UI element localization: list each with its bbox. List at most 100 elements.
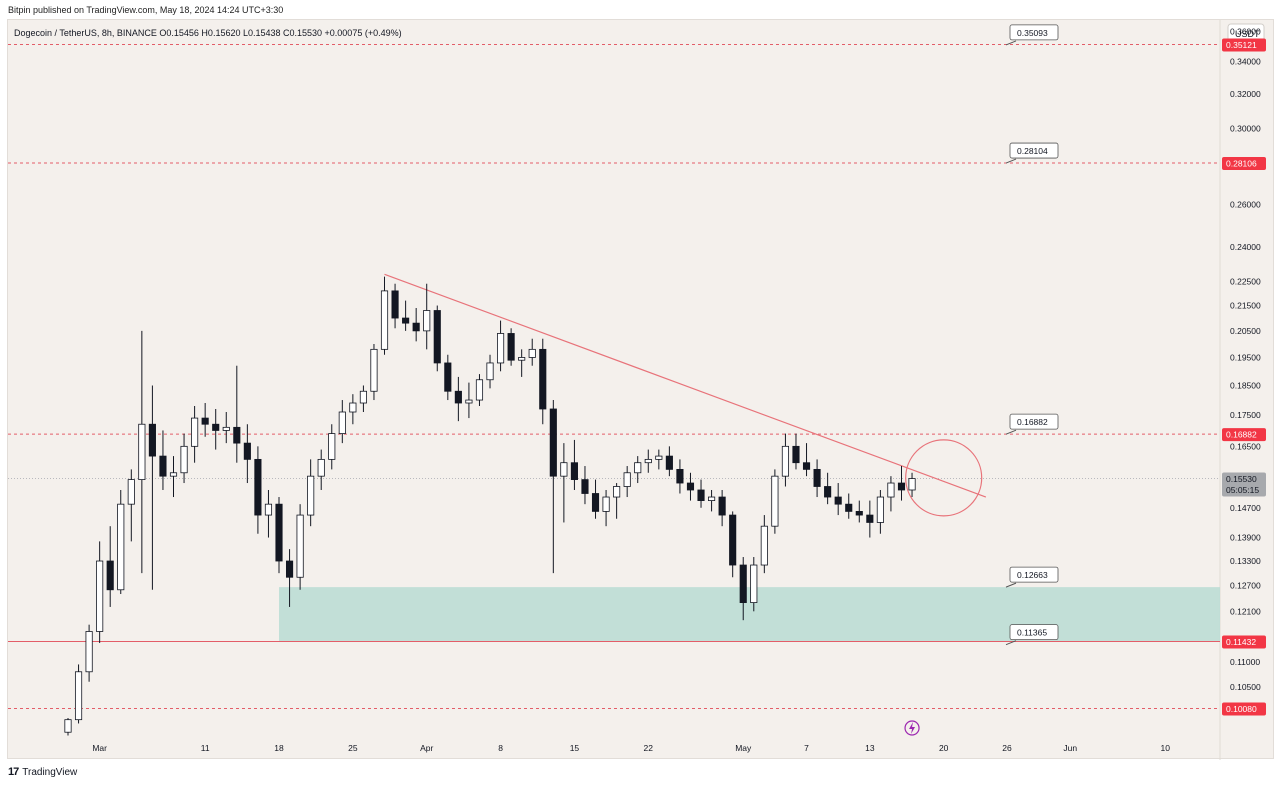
price-level-badge-label: 0.35121 bbox=[1226, 40, 1257, 50]
candle-body bbox=[444, 362, 452, 392]
candle-body bbox=[486, 362, 494, 381]
callout-pointer bbox=[1005, 582, 1017, 588]
price-level-badge-label: 0.11432 bbox=[1226, 637, 1256, 647]
candle-body bbox=[138, 423, 146, 480]
y-tick-label: 0.26000 bbox=[1230, 199, 1261, 209]
candle-body bbox=[233, 426, 241, 444]
candle-body bbox=[655, 455, 663, 460]
support-zone bbox=[279, 587, 1221, 642]
candle-body bbox=[465, 399, 473, 404]
callout-label: 0.16882 bbox=[1017, 417, 1048, 427]
y-tick-label: 0.18500 bbox=[1230, 380, 1261, 390]
candle-body bbox=[254, 458, 262, 516]
chart-panel[interactable]: Dogecoin / TetherUS, 8h, BINANCE O0.1545… bbox=[7, 19, 1275, 760]
candle-body bbox=[85, 631, 93, 673]
candle-body bbox=[106, 560, 114, 591]
y-tick-label: 0.20500 bbox=[1230, 326, 1261, 336]
candle-body bbox=[412, 322, 420, 332]
callout-pointer bbox=[1005, 40, 1017, 46]
x-tick-label: 11 bbox=[201, 743, 210, 753]
callout-pointer bbox=[1005, 429, 1017, 435]
x-tick-label: 7 bbox=[804, 743, 809, 753]
callout-box bbox=[1009, 624, 1059, 641]
current-price-label: 0.15530 bbox=[1226, 474, 1257, 484]
candle-body bbox=[191, 417, 199, 447]
y-tick-label: 0.21500 bbox=[1230, 301, 1261, 311]
x-tick-label: 10 bbox=[1161, 743, 1171, 753]
candle-body bbox=[127, 479, 135, 505]
callout-box bbox=[1009, 566, 1059, 583]
y-tick-label: 0.24000 bbox=[1230, 242, 1261, 252]
y-tick-label: 0.34000 bbox=[1230, 57, 1261, 67]
lightning-icon[interactable] bbox=[904, 720, 920, 736]
candle-body bbox=[623, 472, 631, 487]
candle-body bbox=[391, 290, 399, 319]
callout-pointer bbox=[1005, 640, 1017, 646]
y-tick-label: 0.12700 bbox=[1230, 581, 1261, 591]
callout-label: 0.28104 bbox=[1017, 146, 1048, 156]
candle-body bbox=[201, 417, 209, 425]
candle-body bbox=[824, 486, 832, 498]
candle-body bbox=[739, 564, 747, 603]
candle-body bbox=[64, 719, 72, 733]
candle-body bbox=[264, 503, 273, 516]
symbol-info: Dogecoin / TetherUS, 8h, BINANCE O0.1545… bbox=[14, 28, 402, 38]
candle-body bbox=[887, 482, 895, 498]
y-tick-label: 0.19500 bbox=[1230, 352, 1261, 362]
candle-body bbox=[454, 390, 462, 404]
candle-body bbox=[539, 348, 547, 410]
candle-body bbox=[148, 423, 156, 457]
y-tick-label: 0.10500 bbox=[1230, 682, 1261, 692]
x-tick-label: 25 bbox=[348, 743, 358, 753]
candle-body bbox=[750, 564, 758, 603]
candle-body bbox=[686, 482, 695, 491]
candle-body bbox=[908, 478, 916, 491]
tradingview-footer[interactable]: 17 TradingView bbox=[8, 766, 77, 778]
candle-body bbox=[159, 455, 167, 477]
candle-body bbox=[644, 458, 652, 464]
y-tick-label: 0.32000 bbox=[1230, 89, 1261, 99]
candle-body bbox=[602, 496, 610, 512]
y-tick-label: 0.17500 bbox=[1230, 410, 1261, 420]
candle-body bbox=[317, 458, 325, 477]
candle-body bbox=[697, 489, 705, 501]
candle-body bbox=[771, 475, 779, 527]
candle-body bbox=[307, 475, 315, 516]
candle-body bbox=[549, 408, 557, 477]
lightning-bolt bbox=[909, 722, 916, 734]
candle-body bbox=[781, 445, 789, 477]
candle-body bbox=[613, 486, 621, 498]
price-level-badge bbox=[1222, 635, 1266, 649]
candle-body bbox=[813, 468, 821, 487]
candlestick-chart[interactable]: Dogecoin / TetherUS, 8h, BINANCE O0.1545… bbox=[8, 20, 1275, 760]
candle-body bbox=[96, 560, 104, 632]
y-tick-label: 0.11000 bbox=[1230, 657, 1260, 667]
candle-body bbox=[866, 514, 874, 523]
candle-body bbox=[74, 671, 83, 721]
callout-label: 0.35093 bbox=[1017, 28, 1048, 38]
x-tick-label: 22 bbox=[644, 743, 654, 753]
candle-body bbox=[380, 290, 389, 350]
x-tick-label: 18 bbox=[274, 743, 284, 753]
x-tick-label: Apr bbox=[420, 743, 433, 753]
candle-body bbox=[296, 514, 304, 578]
y-tick-label: 0.12100 bbox=[1230, 606, 1261, 616]
x-tick-label: 13 bbox=[865, 743, 875, 753]
x-tick-label: Jun bbox=[1063, 743, 1077, 753]
candle-body bbox=[475, 379, 484, 401]
callout-box bbox=[1009, 413, 1059, 430]
candle-body bbox=[180, 445, 188, 474]
y-tick-label: 0.16500 bbox=[1230, 441, 1261, 451]
candle-body bbox=[338, 411, 346, 434]
price-level-badge bbox=[1222, 157, 1266, 171]
candle-body bbox=[402, 317, 410, 324]
price-level-badge-label: 0.10080 bbox=[1226, 704, 1257, 714]
candle-body bbox=[433, 310, 441, 364]
price-level-badge bbox=[1222, 702, 1266, 716]
candle-body bbox=[560, 462, 568, 477]
candle-body bbox=[665, 455, 673, 470]
candle-body bbox=[676, 468, 684, 484]
candle-body bbox=[876, 496, 884, 523]
y-tick-label: 0.30000 bbox=[1230, 123, 1261, 133]
candle-body bbox=[359, 390, 367, 404]
